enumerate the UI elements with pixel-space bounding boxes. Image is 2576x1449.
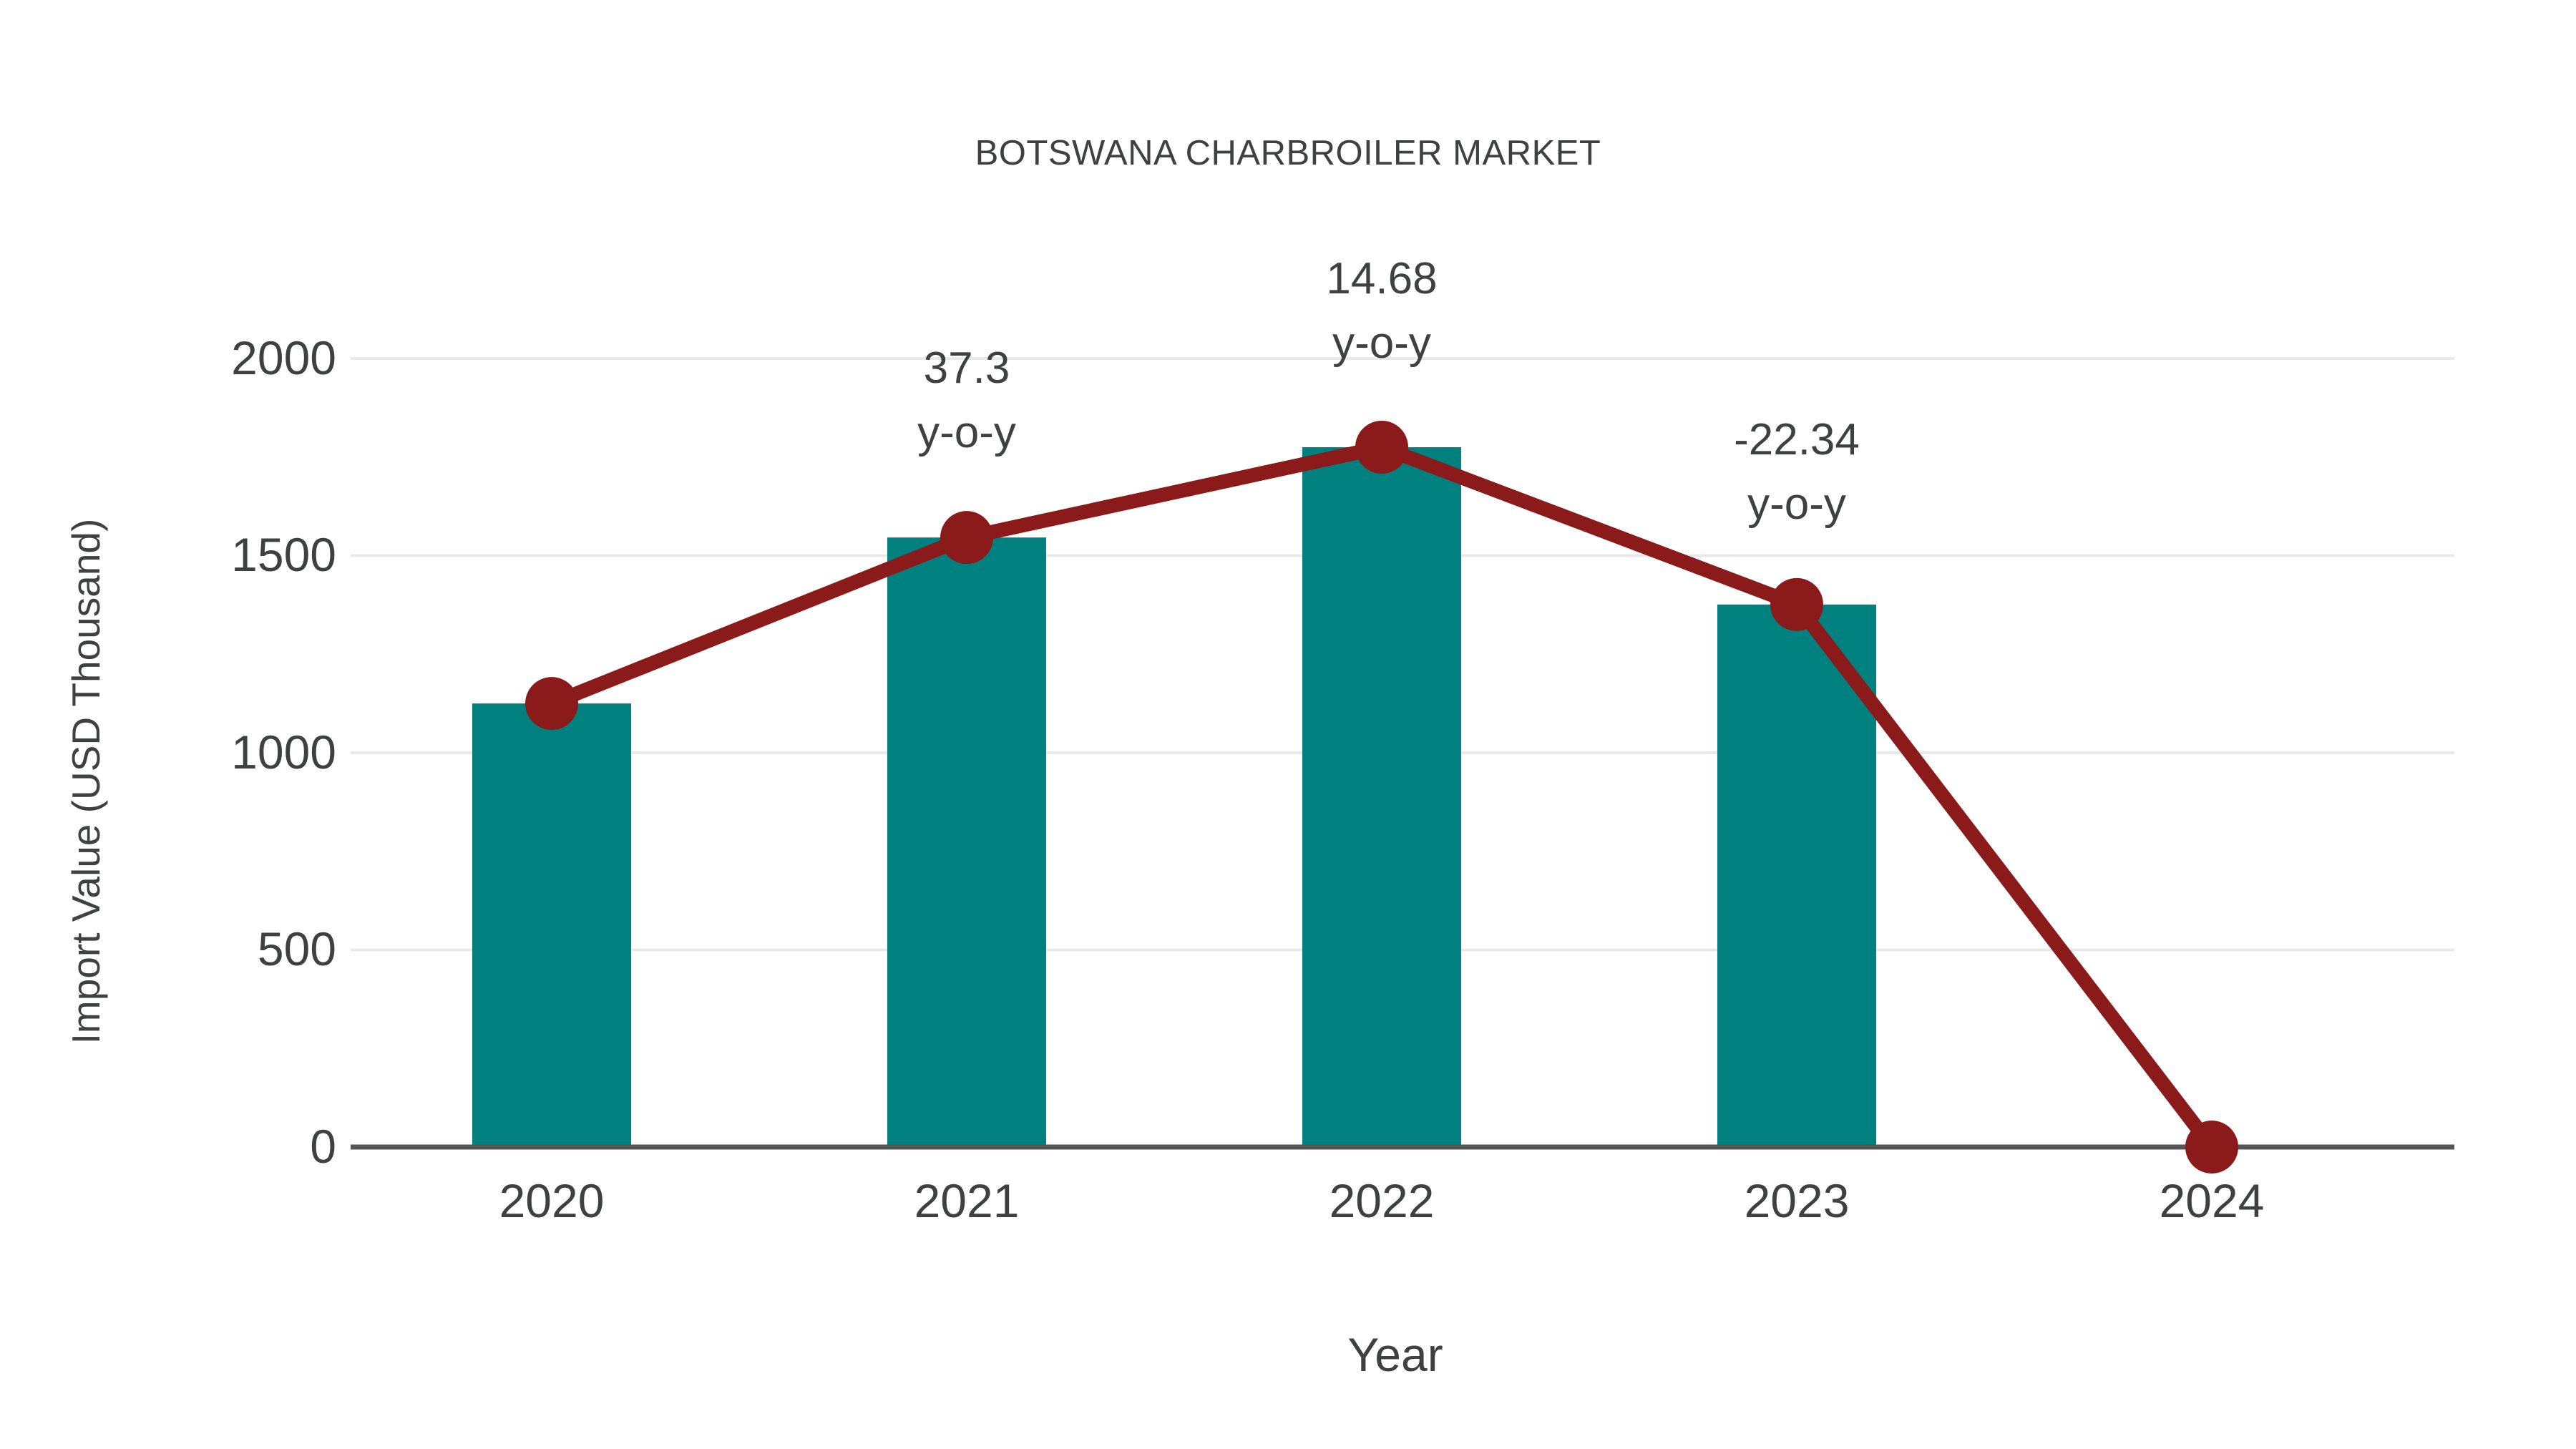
x-tick-label-2023: 2023: [1744, 1174, 1850, 1227]
y-tick-label-1000: 1000: [231, 726, 336, 779]
y-tick-label-1500: 1500: [231, 528, 336, 581]
y-tick-label-0: 0: [310, 1120, 336, 1173]
y-tick-label-2000: 2000: [231, 331, 336, 384]
chart-title: BOTSWANA CHARBROILER MARKET: [975, 134, 1601, 172]
x-axis-title: Year: [1347, 1328, 1443, 1381]
annotation-2023: -22.34 y-o-y: [1618, 408, 1976, 537]
x-tick-label-2021: 2021: [914, 1174, 1020, 1227]
data-point-marker: [1355, 420, 1408, 474]
annotation-unit: y-o-y: [1332, 318, 1431, 368]
data-point-marker: [2185, 1121, 2238, 1174]
y-tick-label-500: 500: [257, 922, 336, 975]
annotation-value: 37.3: [923, 343, 1010, 393]
bar: [1717, 604, 1876, 1147]
annotation-unit: y-o-y: [1747, 479, 1846, 529]
data-point-marker: [940, 511, 993, 565]
annotation-value: 14.68: [1326, 254, 1438, 303]
data-point-marker: [525, 677, 578, 731]
x-tick-label-2024: 2024: [2159, 1174, 2265, 1227]
x-tick-label-2020: 2020: [499, 1174, 605, 1227]
annotation-2021: 37.3 y-o-y: [788, 336, 1146, 465]
bar: [887, 537, 1046, 1147]
bar: [1302, 447, 1461, 1147]
data-point-marker: [1770, 577, 1823, 631]
bar: [472, 703, 631, 1147]
annotation-value: -22.34: [1734, 415, 1860, 464]
x-tick-label-2022: 2022: [1329, 1174, 1435, 1227]
annotation-2022: 14.68 y-o-y: [1203, 247, 1561, 376]
annotation-unit: y-o-y: [917, 407, 1016, 457]
bar-series: [472, 447, 1876, 1147]
line-markers: [525, 420, 2238, 1174]
